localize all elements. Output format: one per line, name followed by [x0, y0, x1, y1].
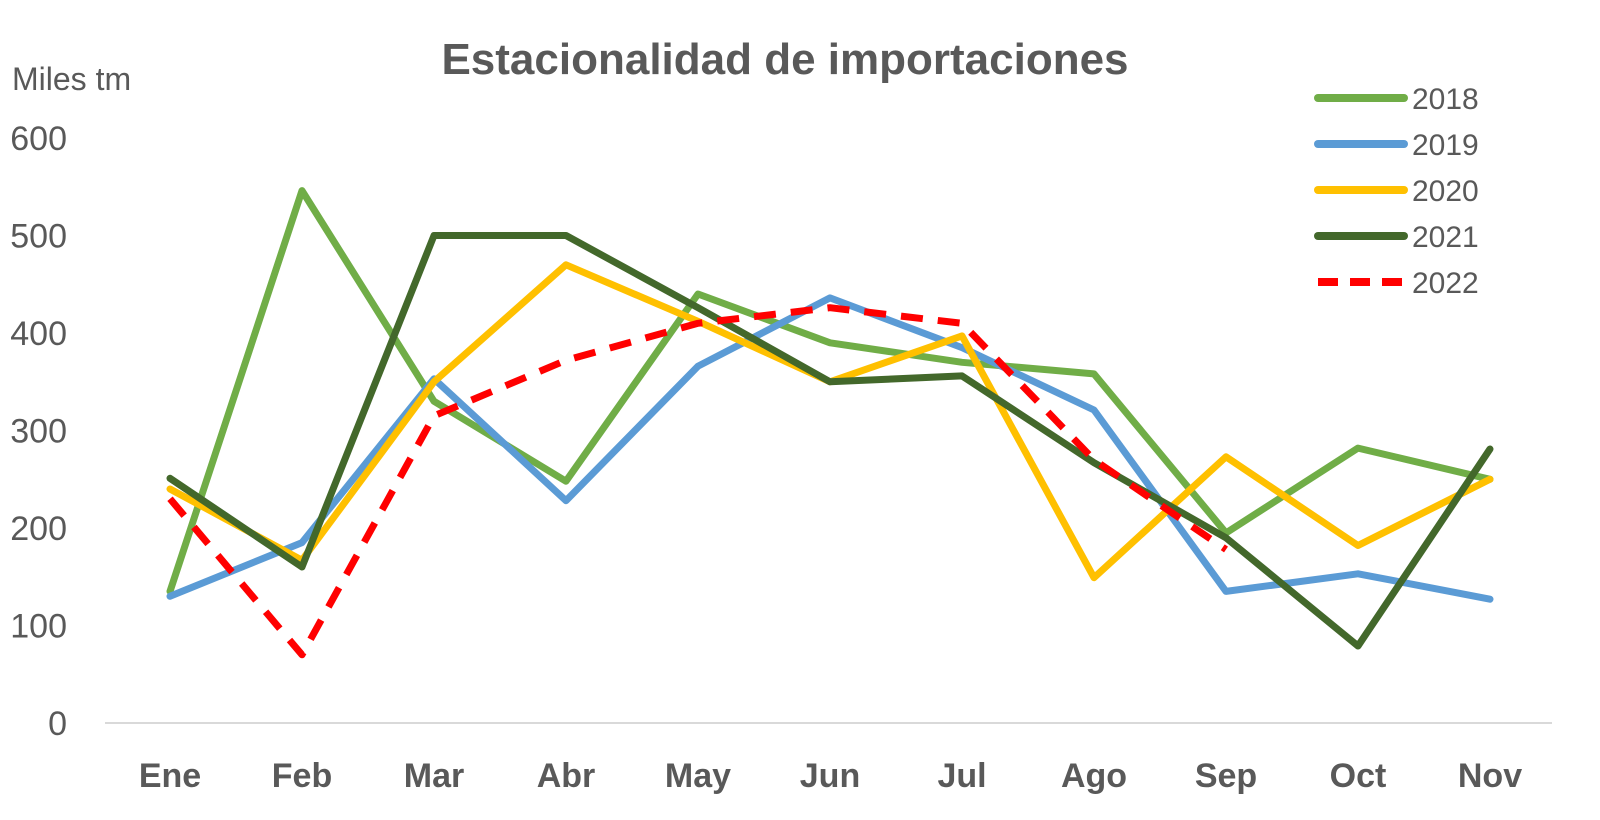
x-tick-label: Sep: [1195, 757, 1257, 795]
series-line-2022: [167, 304, 1228, 659]
series-line-2019: [166, 294, 1494, 603]
series-lines: [166, 187, 1494, 659]
legend-label-2021: 2021: [1412, 221, 1479, 254]
y-tick-label: 500: [10, 218, 67, 256]
y-tick-label: 600: [10, 120, 67, 158]
x-tick-label: Oct: [1330, 757, 1387, 795]
y-axis-label: Miles tm: [12, 61, 131, 97]
x-tick-label: Mar: [404, 757, 464, 795]
x-tick-label: Jun: [800, 757, 860, 795]
series-line-2018: [166, 187, 1494, 595]
legend-label-2019: 2019: [1412, 129, 1479, 162]
legend-label-2020: 2020: [1412, 175, 1479, 208]
y-tick-label: 400: [10, 315, 67, 353]
y-tick-label: 0: [48, 705, 67, 743]
x-tick-label: Feb: [272, 757, 332, 795]
legend: 2018 2019 2020 2021 2022: [1314, 83, 1479, 300]
y-tick-label: 100: [10, 608, 67, 646]
legend-label-2018: 2018: [1412, 83, 1479, 116]
chart-title: Estacionalidad de importaciones: [441, 35, 1128, 84]
y-tick-label: 200: [10, 510, 67, 548]
x-tick-label: Abr: [537, 757, 596, 795]
x-axis-ticks: Ene Feb Mar Abr May Jun Jul Ago Sep Oct Nov: [139, 757, 1522, 795]
x-tick-label: Ago: [1061, 757, 1127, 795]
x-tick-label: Nov: [1458, 757, 1522, 795]
x-tick-label: May: [665, 757, 731, 795]
x-tick-label: Ene: [139, 757, 201, 795]
x-tick-label: Jul: [937, 757, 986, 795]
y-tick-label: 300: [10, 413, 67, 451]
y-axis-ticks: 0 100 200 300 400 500 600: [10, 120, 67, 743]
legend-label-2022: 2022: [1412, 267, 1479, 300]
series-line-2021: [166, 232, 1494, 650]
